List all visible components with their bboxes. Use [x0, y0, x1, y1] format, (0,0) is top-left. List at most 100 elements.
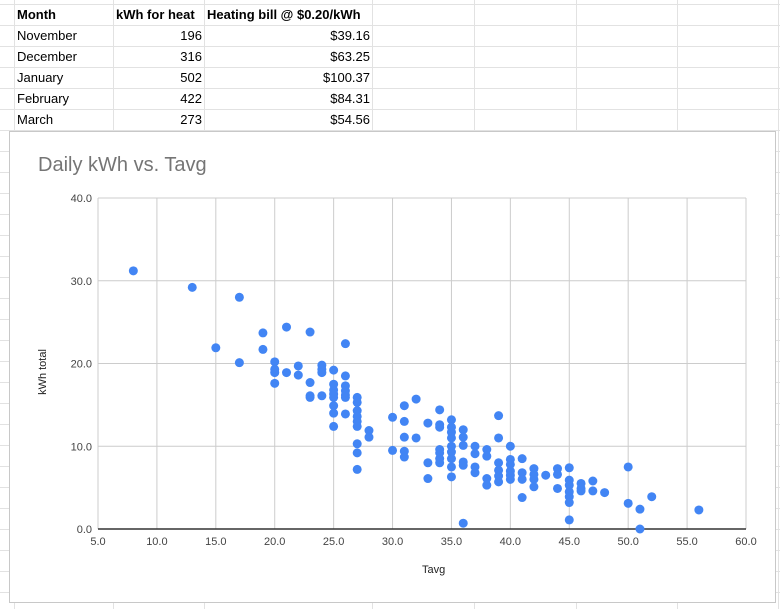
- data-point: [435, 458, 445, 468]
- data-point: [552, 469, 562, 479]
- data-point: [458, 460, 468, 470]
- data-point: [529, 474, 539, 484]
- scatter-chart[interactable]: Daily kWh vs. Tavg kWh total Tavg 5.0 10.…: [9, 131, 776, 603]
- data-point: [564, 498, 574, 508]
- data-point: [352, 421, 362, 431]
- cell-bill[interactable]: $100.37: [323, 70, 370, 85]
- data-point: [564, 480, 574, 490]
- data-point: [435, 405, 445, 415]
- x-tick-label: 50.0: [617, 536, 638, 548]
- data-point: [388, 445, 398, 455]
- plot-area: 5.0 10.0 15.0 20.0 25.0 30.0 35.0 40.0 45.0 50.0 5…: [71, 193, 757, 548]
- y-tick-label: 0.0: [77, 524, 92, 536]
- data-point: [329, 408, 339, 418]
- cell-bill[interactable]: $39.16: [330, 28, 370, 43]
- row-divider: [0, 67, 780, 68]
- data-point: [435, 422, 445, 432]
- data-point: [317, 368, 327, 378]
- cell-month[interactable]: February: [17, 91, 70, 106]
- data-point: [282, 368, 292, 378]
- y-tick-label: 10.0: [71, 441, 92, 453]
- data-point: [364, 426, 374, 436]
- data-point: [340, 392, 350, 402]
- cell-bill[interactable]: $54.56: [330, 112, 370, 127]
- cell-bill[interactable]: $63.25: [330, 49, 370, 64]
- data-point: [647, 492, 657, 502]
- row-divider: [0, 46, 780, 47]
- data-point: [494, 477, 504, 487]
- row-divider: [0, 130, 780, 131]
- data-point: [470, 468, 480, 478]
- data-point: [482, 445, 492, 455]
- cell-bill[interactable]: $84.31: [330, 91, 370, 106]
- data-point: [352, 464, 362, 474]
- data-point: [635, 504, 645, 514]
- cell-month[interactable]: November: [17, 28, 77, 43]
- data-point: [293, 370, 303, 380]
- data-point: [564, 515, 574, 525]
- data-point: [388, 412, 398, 422]
- x-tick-label: 30.0: [382, 536, 403, 548]
- data-point: [364, 432, 374, 442]
- cell-kwh[interactable]: 196: [180, 28, 202, 43]
- data-point: [411, 433, 421, 443]
- data-point: [588, 486, 598, 496]
- data-point: [399, 401, 409, 411]
- data-point: [258, 344, 268, 354]
- x-tick-label: 55.0: [676, 536, 697, 548]
- cell-kwh[interactable]: 422: [180, 91, 202, 106]
- data-point: [234, 358, 244, 368]
- x-tick-label: 5.0: [90, 536, 105, 548]
- data-point: [446, 447, 456, 457]
- data-point: [517, 493, 527, 503]
- data-point: [211, 343, 221, 353]
- data-point: [470, 441, 480, 451]
- data-point: [128, 266, 138, 276]
- data-point: [329, 421, 339, 431]
- data-point: [623, 462, 633, 472]
- data-point: [329, 365, 339, 375]
- data-point: [423, 418, 433, 428]
- header-bill[interactable]: Heating bill @ $0.20/kWh: [207, 7, 361, 22]
- data-point: [517, 468, 527, 478]
- data-point: [317, 391, 327, 401]
- data-point: [552, 483, 562, 493]
- data-point: [270, 368, 280, 378]
- data-point: [505, 459, 515, 469]
- header-kwh[interactable]: kWh for heat: [116, 7, 195, 22]
- data-point: [694, 505, 704, 515]
- y-tick-label: 40.0: [71, 193, 92, 205]
- x-tick-label: 10.0: [146, 536, 167, 548]
- header-month[interactable]: Month: [17, 7, 56, 22]
- cell-month[interactable]: March: [17, 112, 54, 127]
- row-divider: [0, 25, 780, 26]
- data-point: [352, 397, 362, 407]
- cell-kwh[interactable]: 316: [180, 49, 202, 64]
- data-point: [399, 452, 409, 462]
- data-point: [340, 371, 350, 381]
- data-point: [635, 524, 645, 534]
- row-divider: [0, 4, 780, 5]
- cell-month[interactable]: January: [17, 70, 64, 85]
- data-point: [600, 488, 610, 498]
- data-point: [399, 432, 409, 442]
- data-point: [576, 486, 586, 496]
- cell-month[interactable]: December: [17, 49, 77, 64]
- data-point: [517, 454, 527, 464]
- data-point: [446, 472, 456, 482]
- data-point: [517, 474, 527, 484]
- row-divider: [0, 109, 780, 110]
- data-point: [446, 454, 456, 464]
- data-point: [187, 282, 197, 292]
- y-tick-label: 30.0: [71, 276, 92, 288]
- cell-kwh[interactable]: 273: [180, 112, 202, 127]
- data-point: [446, 462, 456, 472]
- data-point: [270, 357, 280, 367]
- data-point: [505, 441, 515, 451]
- data-point: [270, 378, 280, 388]
- data-point: [494, 411, 504, 421]
- cell-kwh[interactable]: 502: [180, 70, 202, 85]
- y-tick-label: 20.0: [71, 359, 92, 371]
- x-tick-label: 15.0: [205, 536, 226, 548]
- data-point: [541, 470, 551, 480]
